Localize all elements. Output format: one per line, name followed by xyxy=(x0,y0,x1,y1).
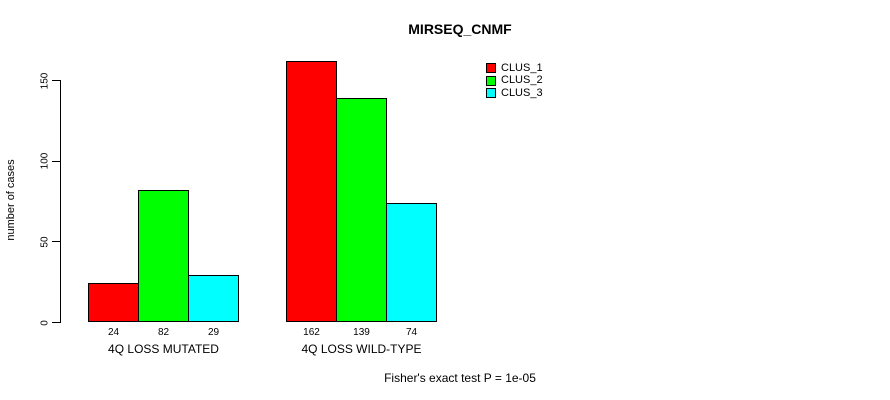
legend-item-clus-1: CLUS_1 xyxy=(486,62,543,75)
legend-label: CLUS_1 xyxy=(501,61,543,74)
y-tick-label: 0 xyxy=(39,319,51,326)
legend: CLUS_1 CLUS_2 CLUS_3 xyxy=(486,62,543,100)
x-category-label: 4Q LOSS WILD-TYPE xyxy=(301,342,422,356)
legend-label: CLUS_2 xyxy=(501,74,543,87)
bar-clus-3-4q-loss-mutated xyxy=(188,275,239,322)
y-tick-label: 50 xyxy=(39,236,51,248)
chart-title: MIRSEQ_CNMF xyxy=(408,21,512,37)
bar-value-label: 29 xyxy=(207,327,220,338)
bar-value-label: 162 xyxy=(303,327,320,338)
bar-value-label: 82 xyxy=(157,327,170,338)
legend-swatch-clus-2 xyxy=(486,75,496,86)
y-axis-tick xyxy=(52,160,60,162)
bar-clus-2-4q-loss-mutated xyxy=(138,189,189,322)
legend-label: CLUS_3 xyxy=(501,86,543,99)
stats-annotation: Fisher's exact test P = 1e-05 xyxy=(384,371,536,385)
bar-value-label: 74 xyxy=(405,327,418,338)
bar-clus-3-4q-loss-wild-type xyxy=(386,202,437,322)
y-tick-label: 100 xyxy=(39,152,51,170)
bar-value-label: 139 xyxy=(353,327,370,338)
bar-clus-1-4q-loss-wild-type xyxy=(286,60,337,322)
y-axis-tick xyxy=(52,80,60,81)
bar-clus-1-4q-loss-mutated xyxy=(88,283,139,322)
y-axis-tick xyxy=(52,322,60,323)
x-category-label: 4Q LOSS MUTATED xyxy=(108,342,219,356)
bar-clus-2-4q-loss-wild-type xyxy=(336,97,387,322)
legend-swatch-clus-3 xyxy=(486,88,496,99)
bar-value-label: 24 xyxy=(107,327,120,338)
y-tick-label: 150 xyxy=(39,72,51,89)
legend-item-clus-3: CLUS_3 xyxy=(486,87,543,100)
y-axis-tick xyxy=(52,241,60,243)
y-axis-line xyxy=(60,80,61,323)
legend-item-clus-2: CLUS_2 xyxy=(486,75,543,88)
legend-swatch-clus-1 xyxy=(486,63,496,74)
y-axis-title: number of cases xyxy=(5,159,17,241)
